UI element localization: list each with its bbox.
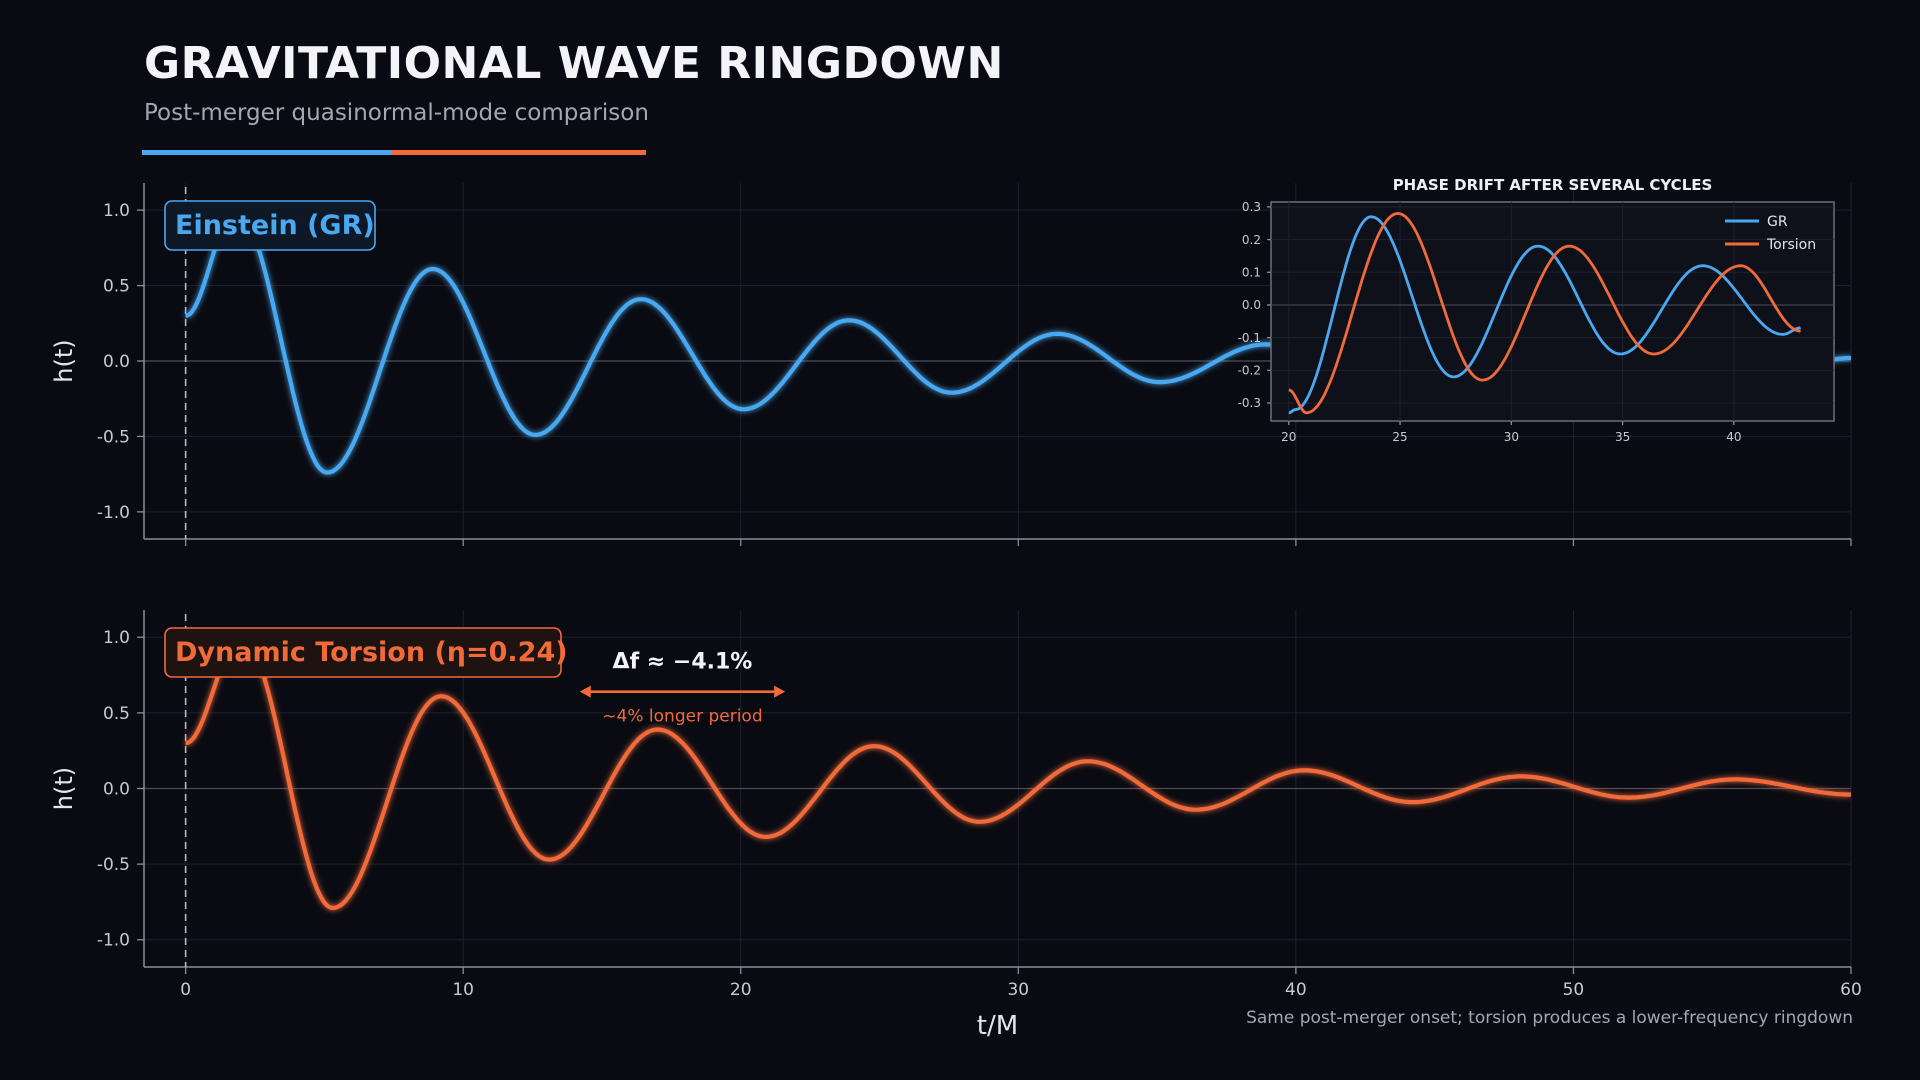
top-y-tick-label: 1.0 (103, 201, 130, 221)
bottom-y-tick-label: 0.0 (103, 779, 130, 799)
top-y-tick-label: -0.5 (97, 427, 130, 447)
top-y-tick-label: -1.0 (97, 503, 130, 523)
bottom-x-tick-label: 0 (180, 980, 191, 1000)
legend-label-torsion: Torsion (1766, 237, 1816, 253)
bottom-y-tick-label: 1.0 (103, 628, 130, 648)
page-subtitle: Post-merger quasinormal-mode comparison (144, 100, 649, 126)
bottom-y-tick-label: -0.5 (97, 855, 130, 875)
chart-footnote: Same post-merger onset; torsion produces… (1246, 1008, 1853, 1028)
inset-y-tick-label: -0.3 (1238, 396, 1261, 410)
top-y-tick-label: 0.5 (103, 277, 130, 297)
inset-x-tick-label: 20 (1281, 430, 1296, 444)
top-y-axis-label: h(t) (50, 339, 78, 382)
title-accent-bar (142, 150, 646, 155)
inset-legend: GR Torsion (1725, 214, 1816, 253)
inset-y-tick-label: 0.2 (1242, 233, 1261, 247)
inset-x-tick-label: 40 (1726, 430, 1741, 444)
inset-x-tick-label: 35 (1615, 430, 1630, 444)
bottom-x-tick-label: 60 (1840, 980, 1862, 1000)
delta-f-note: ~4% longer period (602, 707, 762, 727)
accent-segment-torsion (392, 150, 646, 155)
top-label-box: Einstein (GR) (164, 200, 376, 251)
delta-f-annotation: Δf ≈ −4.1% ~4% longer period (579, 650, 786, 727)
legend-label-gr: GR (1767, 214, 1788, 230)
page-title: GRAVITATIONAL WAVE RINGDOWN (144, 38, 1004, 89)
bottom-label-text: Dynamic Torsion (η=0.24) (175, 637, 568, 668)
inset-y-tick-label: 0.0 (1242, 298, 1261, 312)
bottom-x-tick-label: 50 (1563, 980, 1585, 1000)
delta-f-text: Δf ≈ −4.1% (613, 650, 753, 675)
inset-y-tick-label: 0.3 (1242, 200, 1261, 214)
bottom-x-tick-label: 10 (452, 980, 474, 1000)
inset-plot-area (1270, 201, 1835, 422)
inset-x-tick-label: 30 (1504, 430, 1519, 444)
x-axis-label: t/M (977, 1011, 1018, 1041)
inset-title: PHASE DRIFT AFTER SEVERAL CYCLES (1393, 176, 1713, 194)
bottom-x-tick-label: 40 (1285, 980, 1307, 1000)
accent-segment-gr (142, 150, 392, 155)
inset-x-tick-label: 25 (1392, 430, 1407, 444)
bottom-y-tick-label: -1.0 (97, 931, 130, 951)
bottom-x-tick-label: 20 (730, 980, 752, 1000)
bottom-series-line-0 (184, 635, 1851, 911)
bottom-y-axis-label: h(t) (50, 767, 78, 810)
inset-y-tick-label: 0.1 (1242, 265, 1261, 279)
inset-y-tick-label: -0.1 (1238, 331, 1261, 345)
bottom-label-frame (164, 627, 562, 678)
inset-y-tick-label: -0.2 (1238, 364, 1261, 378)
inset-series-line-gr (1287, 215, 1802, 415)
inset-panel: 20 25 30 35 40 0.3 0.2 0.1 0.0 -0.1 -0.2 -0.3 (1238, 200, 1835, 444)
delta-f-arrow-head-right (774, 685, 786, 698)
bottom-y-tick-label: 0.5 (103, 704, 130, 724)
delta-f-arrow-head-left (579, 685, 591, 698)
inset-series-line-torsion (1287, 212, 1801, 415)
top-label-text: Einstein (GR) (175, 210, 375, 241)
bottom-x-tick-label: 30 (1007, 980, 1029, 1000)
top-y-tick-label: 0.0 (103, 352, 130, 372)
top-label-frame (164, 200, 376, 251)
bottom-label-box: Dynamic Torsion (η=0.24) (164, 627, 568, 678)
